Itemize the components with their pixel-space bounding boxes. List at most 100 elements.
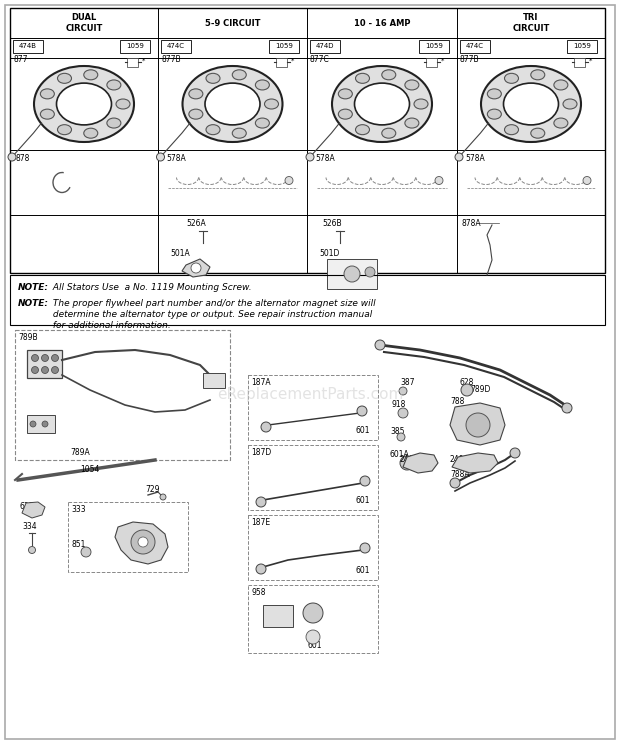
Ellipse shape	[414, 99, 428, 109]
Ellipse shape	[107, 118, 121, 128]
Text: TRI
CIRCUIT: TRI CIRCUIT	[512, 13, 550, 33]
Bar	[276, 58, 287, 67]
Ellipse shape	[182, 66, 283, 142]
Ellipse shape	[554, 80, 568, 90]
Circle shape	[160, 494, 166, 500]
Ellipse shape	[487, 89, 502, 99]
Text: 601: 601	[356, 566, 371, 575]
Ellipse shape	[255, 80, 269, 90]
Bar	[10, 8, 605, 273]
Ellipse shape	[189, 109, 203, 119]
Ellipse shape	[332, 66, 432, 142]
Ellipse shape	[339, 109, 352, 119]
Ellipse shape	[355, 83, 409, 125]
Text: 240A: 240A	[450, 455, 470, 464]
Text: DUAL
CIRCUIT: DUAL CIRCUIT	[65, 13, 103, 33]
Text: *: *	[291, 58, 294, 64]
Bar	[13, 40, 43, 53]
Ellipse shape	[255, 118, 269, 128]
Circle shape	[400, 456, 414, 470]
Circle shape	[42, 367, 48, 373]
Ellipse shape	[232, 128, 246, 138]
Bar	[10, 275, 605, 325]
Ellipse shape	[405, 80, 419, 90]
Ellipse shape	[339, 89, 352, 99]
Ellipse shape	[487, 109, 502, 119]
Circle shape	[365, 267, 375, 277]
Ellipse shape	[205, 83, 260, 125]
Ellipse shape	[355, 74, 370, 83]
Text: 1059: 1059	[275, 43, 293, 50]
Text: 1059: 1059	[425, 43, 443, 50]
Bar	[27, 350, 62, 378]
Text: 851: 851	[71, 540, 86, 549]
Bar	[248, 375, 378, 440]
Text: All Stators Use  a No. 1119 Mounting Screw.: All Stators Use a No. 1119 Mounting Scre…	[50, 283, 252, 292]
Text: 526A: 526A	[186, 219, 206, 228]
Bar	[127, 58, 138, 67]
Ellipse shape	[40, 109, 55, 119]
Text: 789A: 789A	[70, 448, 90, 457]
Ellipse shape	[116, 99, 130, 109]
Text: *: *	[441, 58, 445, 64]
Circle shape	[357, 406, 367, 416]
Bar	[567, 40, 597, 53]
Polygon shape	[22, 502, 45, 518]
Circle shape	[375, 340, 385, 350]
Bar	[310, 40, 340, 53]
Text: 788A: 788A	[450, 470, 469, 479]
Bar	[574, 58, 585, 67]
Bar	[426, 58, 437, 67]
Circle shape	[466, 413, 490, 437]
Ellipse shape	[481, 66, 581, 142]
Text: 635: 635	[20, 502, 35, 511]
Circle shape	[399, 387, 407, 395]
Polygon shape	[115, 522, 168, 564]
Circle shape	[191, 263, 201, 273]
Bar	[203, 373, 225, 388]
Text: 1059: 1059	[126, 43, 144, 50]
Circle shape	[360, 476, 370, 486]
Ellipse shape	[563, 99, 577, 109]
Text: 578A: 578A	[166, 154, 186, 163]
Text: The proper flywheel part number and/or the alternator magnet size will: The proper flywheel part number and/or t…	[50, 299, 376, 308]
Text: 501A: 501A	[170, 249, 190, 258]
Text: 877B: 877B	[161, 55, 180, 64]
Circle shape	[32, 354, 38, 362]
Ellipse shape	[84, 70, 98, 80]
Ellipse shape	[40, 89, 55, 99]
Circle shape	[360, 543, 370, 553]
Circle shape	[398, 408, 408, 418]
Text: *: *	[589, 58, 592, 64]
Text: 601: 601	[308, 641, 322, 650]
Ellipse shape	[531, 128, 545, 138]
Circle shape	[306, 153, 314, 161]
Circle shape	[303, 603, 323, 623]
Text: 385: 385	[390, 427, 404, 436]
Bar	[419, 40, 449, 53]
Text: 387: 387	[400, 378, 415, 387]
Text: 526B: 526B	[322, 219, 342, 228]
Circle shape	[562, 403, 572, 413]
Circle shape	[29, 547, 35, 554]
Polygon shape	[450, 403, 505, 445]
Ellipse shape	[107, 80, 121, 90]
Text: 10 - 16 AMP: 10 - 16 AMP	[354, 19, 410, 28]
Text: 601A: 601A	[390, 450, 410, 459]
Circle shape	[42, 354, 48, 362]
Circle shape	[285, 176, 293, 185]
Ellipse shape	[58, 74, 71, 83]
Ellipse shape	[232, 70, 246, 80]
Bar	[248, 585, 378, 653]
Circle shape	[583, 176, 591, 185]
Bar	[327, 259, 377, 289]
Ellipse shape	[206, 125, 220, 135]
Bar	[161, 40, 191, 53]
Text: *: *	[142, 58, 145, 64]
Text: 334: 334	[22, 522, 37, 531]
Ellipse shape	[355, 125, 370, 135]
Text: 601: 601	[356, 426, 371, 435]
Circle shape	[81, 547, 91, 557]
Circle shape	[42, 421, 48, 427]
Ellipse shape	[531, 70, 545, 80]
